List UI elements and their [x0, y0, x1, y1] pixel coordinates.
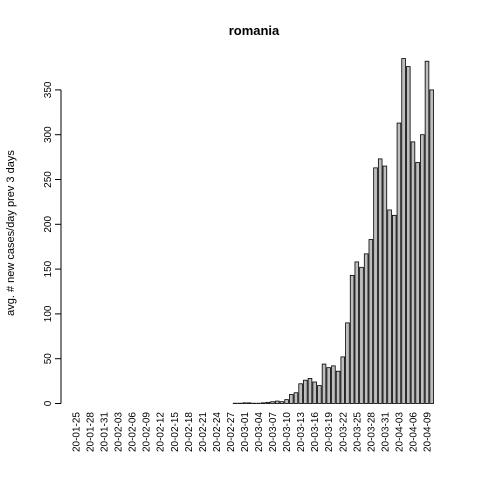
chart-title: romania: [229, 23, 280, 38]
x-tick-label-20-03-10: 20-03-10: [282, 412, 293, 452]
bar-20-04-06: [410, 141, 416, 404]
bar-20-03-28: [368, 239, 374, 404]
bar-20-03-06: [265, 401, 271, 404]
bar-20-03-02: [246, 402, 252, 404]
bar-20-03-31: [382, 165, 388, 404]
x-tick-label-20-01-28: 20-01-28: [86, 412, 97, 452]
bar-20-03-29: [373, 167, 378, 404]
y-tick-label-200: 200: [43, 216, 54, 233]
bar-20-03-08: [274, 400, 280, 404]
bar-20-03-17: [317, 385, 322, 404]
bar-20-04-03: [396, 122, 402, 404]
bar-20-03-19: [326, 367, 331, 404]
x-tick-label-20-02-06: 20-02-06: [128, 412, 139, 452]
bar-20-03-21: [335, 370, 341, 404]
bar-20-04-08: [420, 134, 425, 404]
bar-20-04-07: [415, 162, 420, 404]
x-tick-label-20-02-21: 20-02-21: [198, 412, 209, 452]
y-tick-label-300: 300: [43, 126, 54, 143]
x-tick-label-20-04-06: 20-04-06: [408, 412, 419, 452]
y-tick-label-0: 0: [43, 400, 54, 406]
bar-20-03-12: [293, 392, 299, 404]
x-tick-label-20-03-22: 20-03-22: [338, 412, 349, 452]
bar-20-03-24: [349, 274, 355, 404]
x-tick-label-20-03-13: 20-03-13: [296, 412, 307, 452]
y-tick-label-150: 150: [43, 260, 54, 277]
x-tick-label-20-02-03: 20-02-03: [114, 412, 125, 452]
bar-20-04-04: [401, 58, 406, 404]
bar-20-03-14: [303, 379, 308, 404]
x-tick-label-20-01-25: 20-01-25: [72, 412, 83, 452]
x-tick-label-20-03-16: 20-03-16: [310, 412, 321, 452]
bar-20-03-20: [331, 365, 336, 404]
x-tick-label-20-03-01: 20-03-01: [240, 412, 251, 452]
bar-20-03-18: [321, 363, 327, 404]
x-tick-label-20-04-03: 20-04-03: [394, 412, 405, 452]
bar-20-04-09: [424, 60, 430, 404]
bar-20-03-15: [307, 378, 313, 404]
x-axis: 20-01-25 20-01-28 20-01-31 20-02-03 20-02-06…: [72, 412, 434, 452]
bar-20-03-09: [279, 401, 285, 404]
bar-20-03-16: [312, 381, 317, 404]
bar-20-03-13: [298, 383, 303, 404]
bar-20-03-23: [345, 322, 350, 404]
x-tick-label-20-03-25: 20-03-25: [352, 412, 363, 452]
x-tick-label-20-02-27: 20-02-27: [226, 412, 237, 452]
y-tick-label-100: 100: [43, 305, 54, 322]
bars-group: [232, 58, 434, 404]
x-tick-label-20-04-09: 20-04-09: [423, 412, 434, 452]
bar-20-03-26: [359, 266, 364, 404]
x-tick-label-20-02-24: 20-02-24: [212, 412, 223, 452]
x-tick-label-20-02-18: 20-02-18: [184, 412, 195, 452]
x-tick-label-20-03-04: 20-03-04: [254, 412, 265, 452]
y-axis-label: avg. # new cases/day prev 3 days: [5, 150, 17, 316]
x-tick-label-20-02-15: 20-02-15: [170, 412, 181, 452]
y-tick-label-350: 350: [43, 81, 54, 98]
x-tick-label-20-02-09: 20-02-09: [142, 412, 153, 452]
bar-20-03-25: [354, 261, 360, 404]
bar-20-03-10: [284, 399, 289, 404]
bar-20-03-05: [260, 402, 266, 404]
x-tick-label-20-02-12: 20-02-12: [156, 412, 167, 452]
bar-20-04-05: [406, 66, 411, 404]
y-tick-label-250: 250: [43, 171, 54, 188]
bar-20-03-22: [340, 356, 346, 404]
bar-20-03-30: [377, 158, 383, 404]
x-tick-label-20-03-07: 20-03-07: [268, 412, 279, 452]
bar-20-03-01: [242, 402, 247, 404]
y-tick-label-50: 50: [43, 353, 54, 365]
bar-20-03-11: [289, 394, 294, 404]
x-tick-label-20-03-31: 20-03-31: [380, 412, 391, 452]
bar-20-03-07: [270, 401, 275, 404]
bar-20-03-27: [363, 253, 369, 404]
x-tick-label-20-03-28: 20-03-28: [366, 412, 377, 452]
y-axis: 0 50 100 150 200 250 300 350: [43, 81, 62, 406]
x-tick-label-20-01-31: 20-01-31: [100, 412, 111, 452]
bar-20-04-01: [387, 209, 392, 404]
x-tick-label-20-03-19: 20-03-19: [324, 412, 335, 452]
bar-20-04-02: [391, 214, 397, 404]
bar-20-04-10: [429, 89, 434, 404]
